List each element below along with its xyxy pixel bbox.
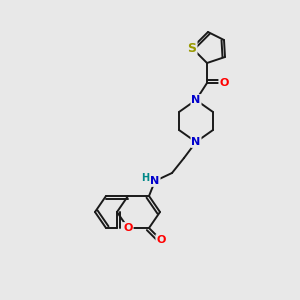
Text: N: N [191, 137, 201, 147]
Text: O: O [123, 223, 133, 233]
Text: H: H [141, 173, 149, 183]
Text: O: O [219, 78, 229, 88]
Text: N: N [150, 176, 160, 186]
Text: S: S [188, 41, 196, 55]
Text: N: N [191, 95, 201, 105]
Text: O: O [156, 235, 166, 245]
